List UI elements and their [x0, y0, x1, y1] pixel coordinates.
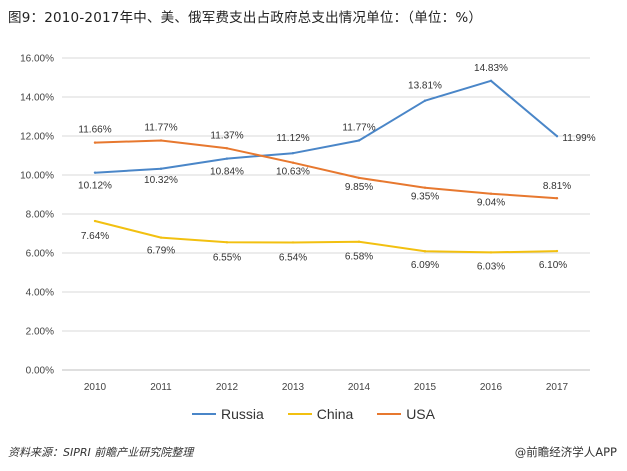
data-point-russia[interactable] [555, 134, 559, 138]
data-label-china: 6.03% [477, 261, 505, 272]
data-label-china: 6.09% [411, 260, 439, 271]
y-tick-label: 8.00% [26, 210, 54, 221]
data-label-china: 6.79% [147, 246, 175, 257]
y-tick-label: 16.00% [20, 54, 54, 65]
data-point-china[interactable] [291, 241, 295, 244]
x-tick-label: 2016 [480, 382, 503, 393]
x-tick-label: 2014 [348, 382, 371, 393]
data-label-russia: 10.12% [78, 181, 112, 192]
legend-swatch-russia [192, 413, 217, 415]
data-point-china[interactable] [489, 251, 493, 254]
x-tick-label: 2017 [546, 382, 569, 393]
y-tick-label: 2.00% [26, 327, 54, 338]
data-point-russia[interactable] [93, 171, 97, 174]
data-point-usa[interactable] [93, 141, 97, 144]
data-point-china[interactable] [423, 250, 427, 253]
data-point-russia[interactable] [489, 79, 493, 83]
data-point-usa[interactable] [489, 192, 493, 195]
data-label-usa: 11.37% [210, 130, 243, 141]
x-tick-label: 2013 [282, 382, 305, 393]
data-point-china[interactable] [159, 236, 163, 239]
data-label-russia: 11.12% [276, 133, 309, 144]
x-tick-label: 2010 [84, 382, 107, 393]
data-point-usa[interactable] [159, 139, 163, 142]
legend-item-china[interactable]: China [287, 406, 354, 422]
data-point-china[interactable] [357, 240, 361, 243]
data-label-china: 7.64% [81, 231, 109, 242]
data-label-usa: 9.04% [477, 198, 505, 209]
data-label-usa: 8.81% [543, 181, 571, 192]
y-tick-label: 14.00% [20, 93, 54, 104]
data-label-russia: 10.32% [144, 175, 178, 186]
y-tick-label: 10.00% [20, 171, 54, 182]
data-label-russia: 14.83% [474, 63, 508, 74]
data-label-usa: 9.35% [411, 192, 439, 203]
legend-item-usa[interactable]: USA [377, 406, 435, 422]
data-label-usa: 9.85% [345, 182, 373, 193]
data-label-russia: 11.99% [562, 133, 595, 144]
series-line-usa[interactable] [94, 139, 558, 200]
source-note: 资料来源：SIPRI 前瞻产业研究院整理 [8, 446, 194, 459]
brand-credit[interactable]: @前瞻经济学人APP [514, 445, 617, 459]
data-point-russia[interactable] [291, 151, 295, 155]
data-point-usa[interactable] [225, 147, 229, 150]
y-tick-label: 0.00% [26, 366, 54, 377]
legend-swatch-usa [377, 413, 402, 415]
chart-title: 图9：2010-2017年中、美、俄军费支出占政府总支出情况单位：（单位：%） [8, 10, 483, 26]
legend-swatch-china [287, 413, 312, 415]
y-tick-label: 6.00% [26, 249, 54, 260]
data-label-usa: 11.77% [144, 122, 177, 133]
chart-legend: Russia China USA [0, 402, 627, 422]
data-point-usa[interactable] [291, 161, 295, 164]
data-point-china[interactable] [225, 241, 229, 244]
data-point-china[interactable] [93, 219, 97, 223]
data-label-china: 6.58% [345, 252, 373, 263]
data-point-china[interactable] [555, 249, 559, 253]
data-label-china: 6.54% [279, 252, 307, 263]
x-tick-label: 2015 [414, 382, 437, 393]
data-label-usa: 11.66% [78, 125, 111, 136]
data-label-china: 6.55% [213, 252, 241, 263]
legend-label-russia: Russia [221, 406, 264, 422]
data-label-russia: 11.77% [342, 122, 375, 133]
x-tick-label: 2012 [216, 382, 239, 393]
data-point-russia[interactable] [225, 157, 229, 160]
legend-label-usa: USA [406, 406, 435, 422]
y-tick-label: 4.00% [26, 288, 54, 299]
data-point-usa[interactable] [357, 176, 361, 180]
x-tick-label: 2011 [150, 382, 172, 393]
data-point-russia[interactable] [159, 167, 163, 170]
data-point-usa[interactable] [555, 197, 559, 200]
series-line-russia[interactable] [94, 79, 558, 174]
data-point-russia[interactable] [423, 99, 427, 102]
data-point-usa[interactable] [423, 186, 427, 189]
data-label-russia: 13.81% [408, 81, 442, 92]
data-label-china: 6.10% [539, 260, 567, 271]
series-line-china[interactable] [94, 220, 558, 254]
y-tick-label: 12.00% [20, 132, 54, 143]
legend-label-china: China [316, 406, 354, 422]
data-label-usa: 10.63% [276, 167, 310, 178]
data-point-russia[interactable] [357, 139, 361, 142]
data-label-russia: 10.84% [210, 167, 244, 178]
legend-item-russia[interactable]: Russia [192, 406, 264, 422]
